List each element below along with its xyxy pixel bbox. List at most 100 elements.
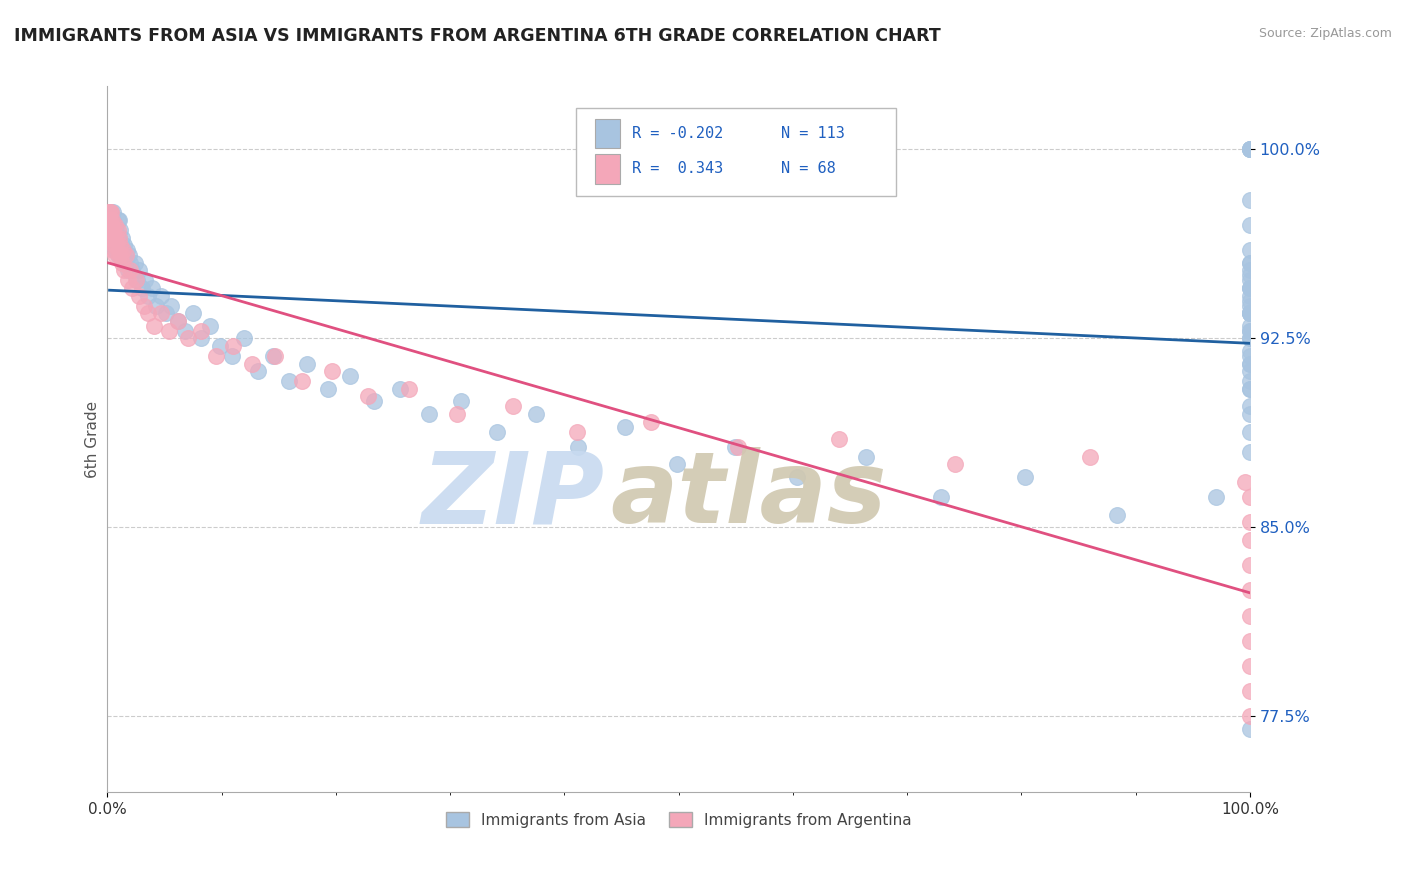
Point <box>100 205 122 219</box>
Point <box>190 324 212 338</box>
Point <box>1239 633 1261 648</box>
Point <box>1239 142 1261 156</box>
Point <box>131 281 153 295</box>
Point <box>98 213 121 227</box>
Bar <box>595 154 620 184</box>
Point <box>1239 349 1261 363</box>
Point <box>114 248 136 262</box>
Point <box>128 263 150 277</box>
Text: R =  0.343: R = 0.343 <box>631 161 723 177</box>
Point <box>1239 256 1261 270</box>
Point <box>931 490 953 504</box>
Point <box>1239 364 1261 378</box>
Point <box>1239 306 1261 320</box>
Point <box>138 306 160 320</box>
Point <box>209 339 232 353</box>
Point <box>111 256 134 270</box>
Point <box>115 243 138 257</box>
Point <box>97 205 120 219</box>
Point <box>221 349 243 363</box>
Point <box>1078 450 1101 464</box>
Point <box>114 256 136 270</box>
Point <box>855 450 877 464</box>
Point <box>190 331 212 345</box>
Point <box>1239 444 1261 458</box>
Point <box>107 230 129 244</box>
Point <box>167 314 190 328</box>
Point <box>1239 281 1261 295</box>
Point <box>418 407 440 421</box>
Point <box>1239 343 1261 358</box>
Point <box>398 382 420 396</box>
Bar <box>595 119 620 148</box>
Point <box>105 223 128 237</box>
Point <box>103 230 125 244</box>
Point <box>1239 407 1261 421</box>
Point <box>727 440 749 454</box>
Point <box>723 440 745 454</box>
Point <box>107 230 129 244</box>
Point <box>155 306 177 320</box>
Point <box>110 248 132 262</box>
Point <box>100 205 122 219</box>
Point <box>1107 508 1129 522</box>
Text: N = 68: N = 68 <box>782 161 837 177</box>
Point <box>98 205 121 219</box>
Point <box>112 248 135 262</box>
Point <box>1239 218 1261 232</box>
Text: N = 113: N = 113 <box>782 126 845 141</box>
Point <box>565 425 588 439</box>
Point <box>290 374 312 388</box>
Point <box>101 218 124 232</box>
Text: atlas: atlas <box>610 447 887 544</box>
Point <box>1239 268 1261 283</box>
Point <box>105 230 128 244</box>
Point <box>145 299 167 313</box>
Point <box>450 394 472 409</box>
Point <box>101 230 124 244</box>
Point <box>1239 425 1261 439</box>
Legend: Immigrants from Asia, Immigrants from Argentina: Immigrants from Asia, Immigrants from Ar… <box>440 805 918 834</box>
Point <box>297 357 319 371</box>
Point <box>1239 281 1261 295</box>
Point <box>117 273 139 287</box>
Text: Source: ZipAtlas.com: Source: ZipAtlas.com <box>1258 27 1392 40</box>
Point <box>613 419 636 434</box>
Y-axis label: 6th Grade: 6th Grade <box>86 401 100 478</box>
Point <box>1239 331 1261 345</box>
Point <box>107 213 129 227</box>
Point <box>112 238 135 252</box>
Point <box>339 369 361 384</box>
Point <box>1239 324 1261 338</box>
Point <box>117 263 139 277</box>
Point <box>112 243 135 257</box>
Point <box>786 470 808 484</box>
Point <box>103 223 125 237</box>
Point <box>149 288 172 302</box>
Point <box>157 324 180 338</box>
Point <box>247 364 270 378</box>
Point <box>666 458 689 472</box>
Point <box>105 230 128 244</box>
Point <box>138 288 160 302</box>
Point <box>1239 400 1261 414</box>
Point <box>143 318 166 333</box>
Point <box>104 218 127 232</box>
Point <box>1239 263 1261 277</box>
Point <box>485 425 508 439</box>
Point <box>1239 357 1261 371</box>
Point <box>121 281 143 295</box>
Point <box>101 213 124 227</box>
Point <box>567 440 589 454</box>
Point <box>1239 490 1261 504</box>
Point <box>204 349 226 363</box>
Point <box>177 331 200 345</box>
Point <box>121 263 143 277</box>
Point <box>1239 382 1261 396</box>
Point <box>107 248 129 262</box>
Point <box>167 314 190 328</box>
Point <box>181 306 204 320</box>
Point <box>1239 142 1261 156</box>
FancyBboxPatch shape <box>576 108 896 195</box>
Point <box>101 230 124 244</box>
